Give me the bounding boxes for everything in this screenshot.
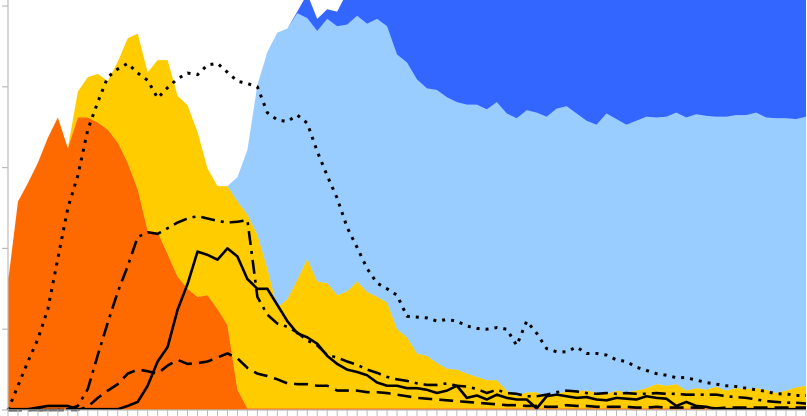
- area-band-orange: [8, 117, 806, 410]
- series-line-dashdot: [8, 214, 807, 412]
- series-line-dotted: [6, 61, 806, 411]
- areas-layer: [8, 0, 806, 410]
- area-band-blue: [8, 0, 806, 283]
- area-band-light-blue: [8, 13, 806, 398]
- area-band-yellow: [8, 33, 806, 409]
- series-line-dashed: [8, 352, 806, 412]
- series-line-solid: [8, 247, 806, 411]
- lines-layer: [6, 61, 807, 412]
